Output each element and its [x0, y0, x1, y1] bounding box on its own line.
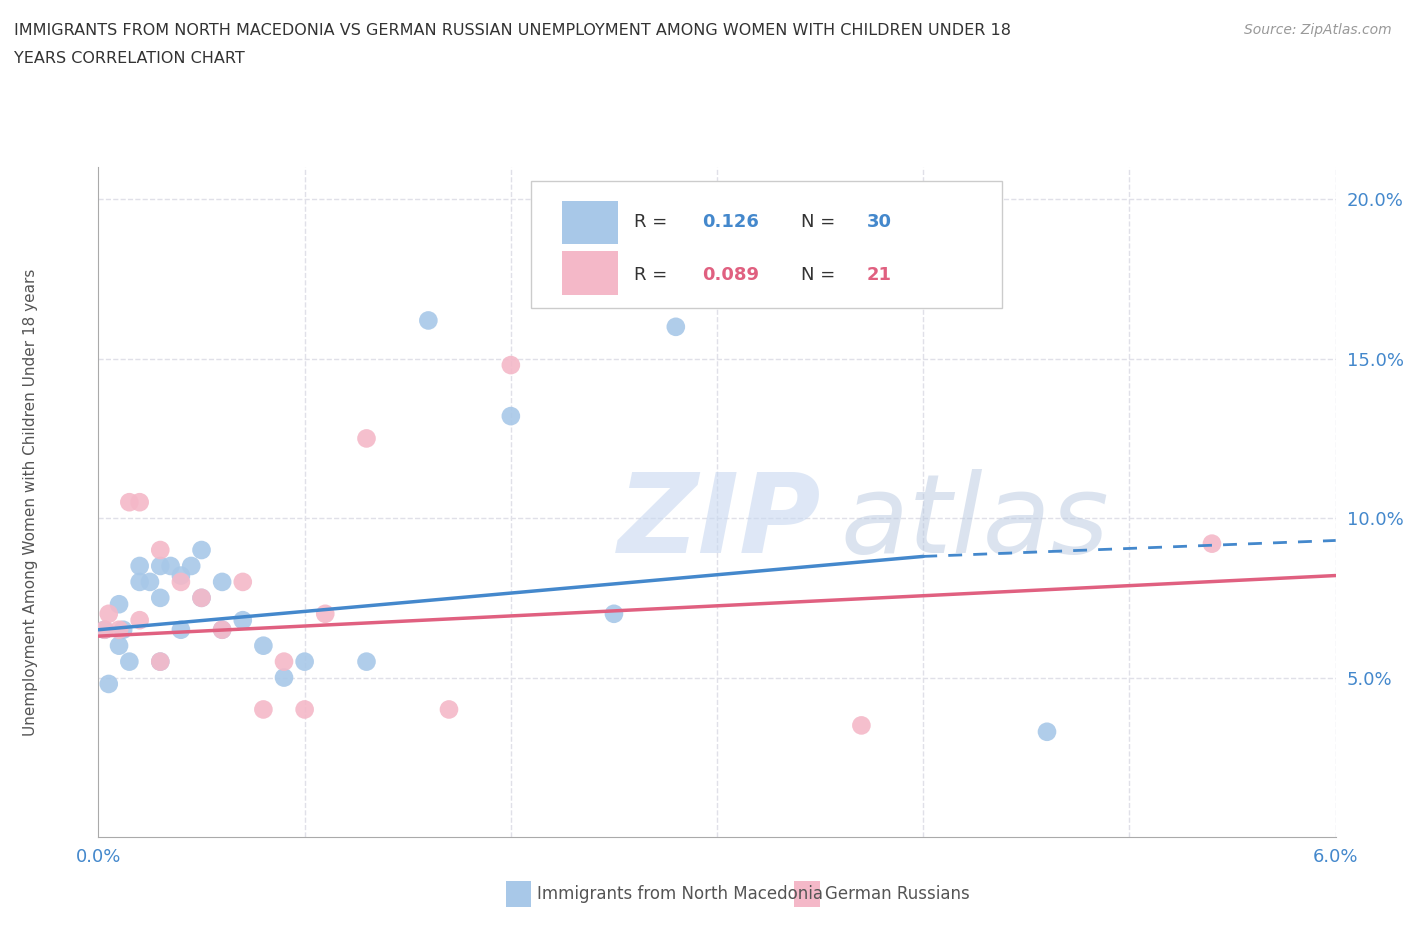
Text: R =: R =	[634, 213, 673, 232]
Point	[93, 622, 115, 637]
Point	[603, 606, 626, 621]
Point	[190, 542, 212, 557]
Point	[273, 654, 295, 669]
Text: 21: 21	[866, 266, 891, 284]
Point	[139, 575, 162, 590]
Point	[149, 591, 172, 605]
Point	[294, 654, 316, 669]
Point	[190, 591, 212, 605]
FancyBboxPatch shape	[531, 180, 1001, 308]
Point	[211, 575, 233, 590]
Point	[356, 431, 378, 445]
Point	[97, 606, 120, 621]
Point	[170, 622, 193, 637]
Text: Unemployment Among Women with Children Under 18 years: Unemployment Among Women with Children U…	[24, 269, 38, 736]
Point	[665, 319, 688, 334]
Point	[108, 622, 131, 637]
Point	[252, 638, 274, 653]
Point	[93, 622, 115, 637]
Point	[437, 702, 460, 717]
Point	[1036, 724, 1059, 739]
Point	[232, 575, 254, 590]
Text: 0.089: 0.089	[702, 266, 759, 284]
Point	[273, 671, 295, 685]
Point	[418, 313, 440, 328]
Point	[232, 613, 254, 628]
Point	[499, 358, 522, 373]
Point	[211, 622, 233, 637]
Text: YEARS CORRELATION CHART: YEARS CORRELATION CHART	[14, 51, 245, 66]
Point	[190, 591, 212, 605]
Point	[128, 559, 150, 574]
Point	[112, 622, 135, 637]
Text: atlas: atlas	[841, 469, 1109, 576]
Text: N =: N =	[801, 266, 841, 284]
Point	[159, 559, 181, 574]
Point	[314, 606, 336, 621]
Point	[128, 495, 150, 510]
Text: N =: N =	[801, 213, 841, 232]
Point	[118, 495, 141, 510]
Point	[294, 702, 316, 717]
Point	[170, 575, 193, 590]
Point	[118, 654, 141, 669]
Point	[149, 542, 172, 557]
Text: German Russians: German Russians	[825, 884, 970, 903]
Point	[356, 654, 378, 669]
Text: 30: 30	[866, 213, 891, 232]
FancyBboxPatch shape	[562, 251, 619, 295]
Point	[499, 408, 522, 423]
Text: 0.126: 0.126	[702, 213, 759, 232]
Text: Immigrants from North Macedonia: Immigrants from North Macedonia	[537, 884, 823, 903]
Point	[97, 676, 120, 691]
Text: IMMIGRANTS FROM NORTH MACEDONIA VS GERMAN RUSSIAN UNEMPLOYMENT AMONG WOMEN WITH : IMMIGRANTS FROM NORTH MACEDONIA VS GERMA…	[14, 23, 1011, 38]
Text: ZIP: ZIP	[619, 469, 821, 576]
Point	[108, 638, 131, 653]
Point	[180, 559, 202, 574]
Text: Source: ZipAtlas.com: Source: ZipAtlas.com	[1244, 23, 1392, 37]
Point	[211, 622, 233, 637]
Point	[170, 568, 193, 583]
Point	[108, 597, 131, 612]
FancyBboxPatch shape	[562, 201, 619, 245]
Point	[1201, 537, 1223, 551]
Point	[149, 559, 172, 574]
Point	[252, 702, 274, 717]
Point	[149, 654, 172, 669]
Point	[128, 613, 150, 628]
Point	[128, 575, 150, 590]
Point	[851, 718, 873, 733]
Text: R =: R =	[634, 266, 673, 284]
Point	[149, 654, 172, 669]
